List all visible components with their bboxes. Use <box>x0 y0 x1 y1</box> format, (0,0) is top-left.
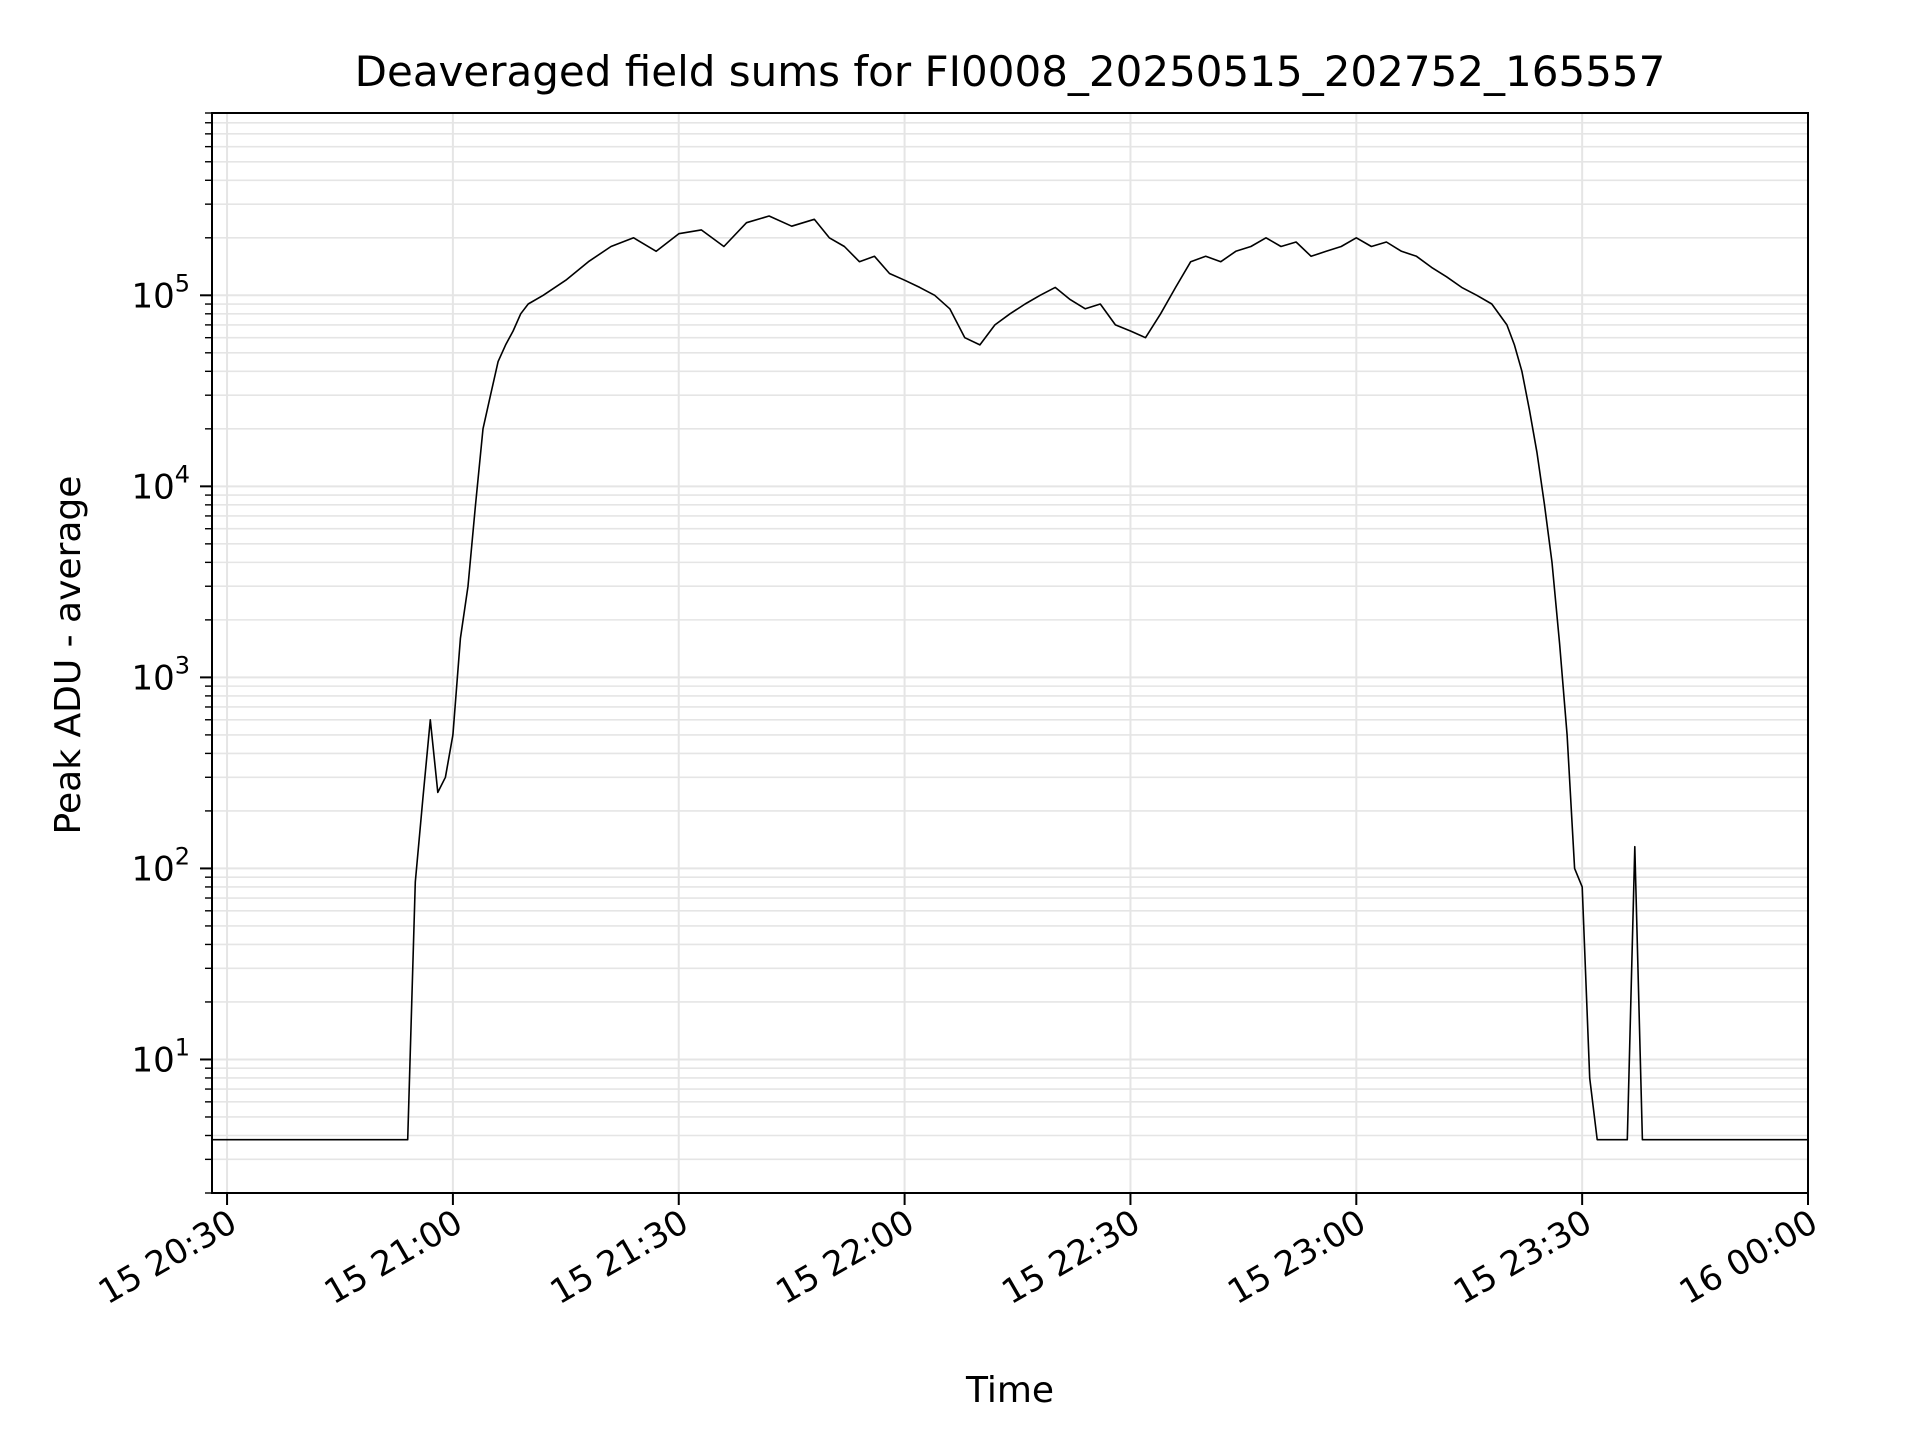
y-tick-label: 101 <box>131 1033 190 1080</box>
y-tick-label: 103 <box>131 651 190 698</box>
y-axis-title: Peak ADU - average <box>48 476 89 835</box>
series-line <box>212 215 1808 1141</box>
plot-frame <box>211 112 1809 1194</box>
y-tick-label: 105 <box>131 269 190 316</box>
chart-title: Deaveraged field sums for FI0008_2025051… <box>355 47 1666 96</box>
x-axis-title: Time <box>965 1370 1054 1411</box>
series-line-group <box>212 215 1808 1141</box>
y-tick-label: 102 <box>131 842 190 889</box>
y-tick-label: 104 <box>131 460 190 507</box>
